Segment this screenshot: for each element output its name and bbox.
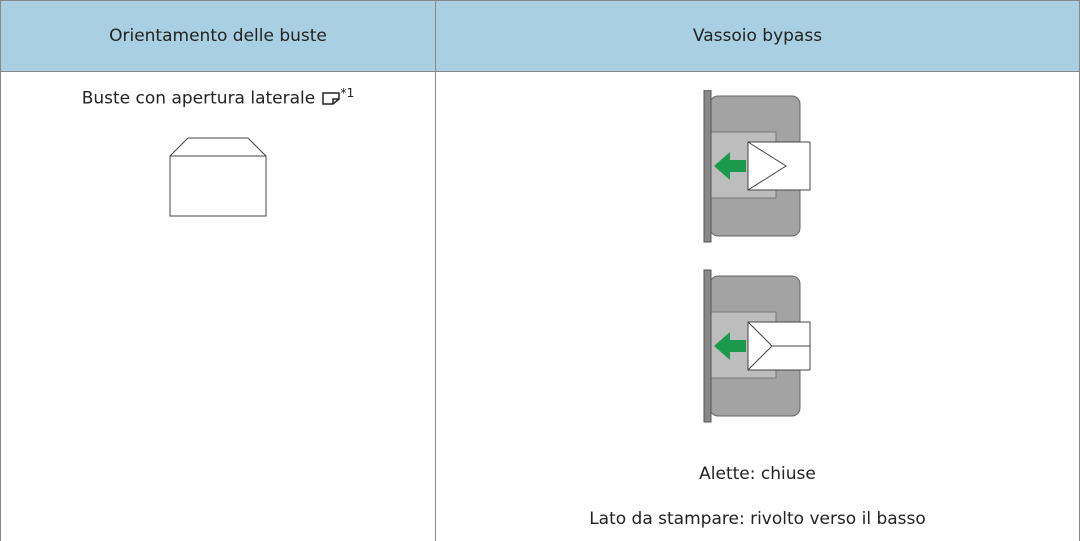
tray-diagrams <box>703 90 811 423</box>
header-text: Orientamento delle buste <box>109 26 327 46</box>
border <box>0 71 1080 72</box>
border <box>0 0 1080 1</box>
orientation-label: Buste con apertura laterale <box>81 88 316 109</box>
cell-text: Buste con apertura laterale *1 <box>1 86 435 109</box>
envelope-drawing <box>169 137 267 217</box>
border <box>435 0 436 541</box>
cell-text: Lato da stampare: rivolto verso il basso <box>589 509 926 529</box>
cell-text: Alette: chiuse <box>699 464 816 484</box>
header-text: Vassoio bypass <box>692 26 823 46</box>
footnote: *1 <box>340 86 355 100</box>
tray-diagram <box>703 269 811 423</box>
header-cell: Orientamento delle buste <box>1 1 435 71</box>
tray-diagram <box>703 90 811 243</box>
envelope-icon <box>321 91 340 105</box>
border <box>0 0 1 541</box>
header-cell: Vassoio bypass <box>436 1 1079 71</box>
